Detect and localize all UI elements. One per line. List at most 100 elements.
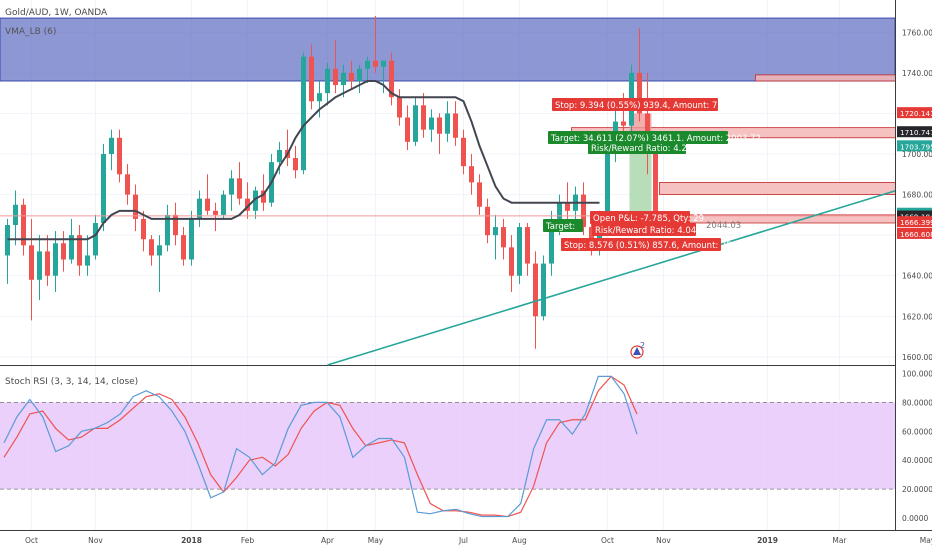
risk-reward-bottom-text: Risk/Reward Ratio: 4.04 — [595, 226, 696, 236]
candle-body — [173, 215, 178, 235]
price-badge-text: 1666.399 — [900, 218, 932, 227]
price-tick-label: 1740.000 — [902, 69, 932, 78]
price-badge-text: 1710.747 — [900, 128, 932, 137]
stop-order-bottom-text: Stop: 8.576 (0.51%) 857.6, Amount: 751.3 — [564, 241, 745, 251]
price-tick-label: 1620.000 — [902, 312, 932, 321]
candle-body — [429, 117, 434, 129]
candle-body — [109, 138, 114, 154]
candle-body — [133, 195, 138, 219]
candle-body — [325, 69, 330, 93]
candle-body — [373, 61, 378, 67]
open-pl-label[interactable]: Open P&L: -7.785, Qty: 29 — [590, 211, 704, 224]
time-tick-label: May — [920, 536, 932, 545]
amount-stub: 2044.03 — [706, 221, 741, 231]
candle-body — [381, 61, 386, 67]
candle-body — [477, 182, 482, 206]
supply-zone[interactable] — [0, 18, 895, 81]
open-pl-label-text: Open P&L: -7.785, Qty: 29 — [593, 214, 704, 224]
price-tick-label: 1760.000 — [902, 28, 932, 37]
candle-body — [29, 245, 34, 279]
time-tick-label: 2019 — [757, 536, 778, 545]
candle-body — [653, 146, 658, 215]
price-badge[interactable]: 1720.141 — [897, 107, 932, 118]
candle-body — [141, 219, 146, 239]
candle-body — [93, 223, 98, 255]
price-tick-label: 1700.000 — [902, 150, 932, 159]
vma-indicator-label[interactable]: VMA_LB (6) — [5, 27, 56, 37]
candle-body — [53, 243, 58, 275]
stop-order-top-text: Stop: 9.394 (0.55%) 939.4, Amount: 755.7… — [555, 101, 742, 111]
candle-body — [85, 255, 90, 265]
candle-body — [5, 225, 10, 255]
price-badge[interactable]: 1666.399 — [897, 216, 932, 227]
stop-order-bottom[interactable]: Stop: 8.576 (0.51%) 857.6, Amount: 751.3 — [561, 238, 745, 251]
candle-body — [277, 150, 282, 162]
price-tick-label: 1680.000 — [902, 191, 932, 200]
candle-body — [405, 117, 410, 141]
candle-body — [357, 69, 362, 81]
candle-body — [485, 207, 490, 235]
time-tick-label: Oct — [25, 536, 38, 545]
risk-reward-top[interactable]: Risk/Reward Ratio: 4.26 — [588, 141, 692, 154]
target-order-bottom[interactable]: Target: — [543, 219, 583, 232]
time-tick-label: Nov — [656, 536, 671, 545]
time-tick-label: Feb — [241, 536, 255, 545]
candle-body — [525, 227, 530, 264]
stoch-rsi-panel[interactable] — [0, 376, 895, 516]
candle-body — [333, 69, 338, 85]
risk-reward-top-text: Risk/Reward Ratio: 4.26 — [591, 144, 692, 154]
candle-body — [541, 264, 546, 317]
candle-body — [445, 113, 450, 133]
candle-body — [61, 243, 66, 259]
indicator-lines — [0, 81, 932, 365]
candle-body — [621, 122, 626, 126]
candle-body — [181, 235, 186, 259]
rsi-tick-label: 60.0000 — [902, 427, 932, 436]
candle-body — [221, 195, 226, 215]
time-tick-label: 2018 — [181, 536, 202, 545]
candle-body — [469, 166, 474, 182]
rsi-tick-label: 80.0000 — [902, 398, 932, 407]
candle-body — [301, 57, 306, 171]
candle-body — [517, 227, 522, 276]
price-tick-label: 1600.000 — [902, 353, 932, 362]
time-tick-label: May — [368, 536, 384, 545]
price-badge[interactable]: 1660.608 — [897, 228, 932, 239]
stop-order-top[interactable]: Stop: 9.394 (0.55%) 939.4, Amount: 755.7… — [552, 98, 742, 111]
time-tick-label: Mar — [832, 536, 847, 545]
candle-body — [509, 247, 514, 275]
time-tick-label: Aug — [512, 536, 527, 545]
price-badge[interactable]: 1703.795 — [897, 140, 932, 151]
candle-body — [501, 227, 506, 247]
rsi-tick-label: 40.0000 — [902, 456, 932, 465]
event-marker-icon[interactable]: 2 — [631, 341, 645, 358]
candle-body — [453, 113, 458, 137]
candle-body — [157, 245, 162, 255]
candle-body — [565, 203, 570, 211]
price-badge[interactable]: 1710.747 — [897, 126, 932, 137]
stoch-rsi-band — [0, 402, 895, 489]
stoch-rsi-label[interactable]: Stoch RSI (3, 3, 14, 14, close) — [5, 377, 138, 387]
candle-body — [149, 239, 154, 255]
price-tick-label: 1640.000 — [902, 272, 932, 281]
candle-body — [557, 203, 562, 219]
candle-body — [101, 154, 106, 223]
candle-body — [309, 57, 314, 102]
price-badge-text: 1703.795 — [900, 142, 932, 151]
candle-body — [37, 251, 42, 279]
candle-body — [341, 73, 346, 85]
candle-body — [421, 105, 426, 129]
candle-body — [293, 158, 298, 170]
risk-reward-bottom[interactable]: Risk/Reward Ratio: 4.04 — [592, 223, 696, 236]
price-axis[interactable]: 1760.0001740.0001720.0001700.0001680.000… — [895, 0, 932, 550]
time-tick-label: Oct — [601, 536, 614, 545]
symbol-title: Gold/AUD, 1W, OANDA — [5, 8, 108, 18]
time-tick-label: Nov — [88, 536, 103, 545]
order-labels[interactable]: Stop: 9.394 (0.55%) 939.4, Amount: 755.7… — [543, 98, 761, 251]
drawing-zones[interactable] — [0, 18, 932, 223]
target-order-bottom-text: Target: — [545, 222, 575, 232]
time-tick-label: Apr — [321, 536, 335, 545]
